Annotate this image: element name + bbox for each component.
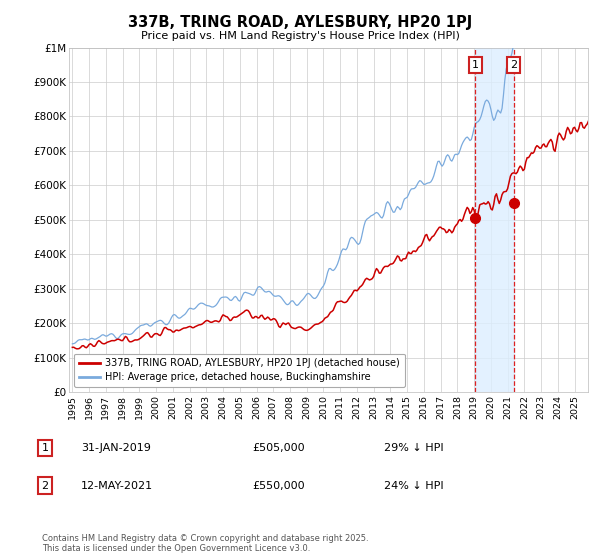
Bar [475,48,514,392]
Text: 31-JAN-2019: 31-JAN-2019 [81,443,151,453]
Text: 337B, TRING ROAD, AYLESBURY, HP20 1PJ: 337B, TRING ROAD, AYLESBURY, HP20 1PJ [128,15,472,30]
Text: 1: 1 [41,443,49,453]
Text: 24% ↓ HPI: 24% ↓ HPI [384,480,443,491]
Text: Contains HM Land Registry data © Crown copyright and database right 2025.
This d: Contains HM Land Registry data © Crown c… [42,534,368,553]
Text: 29% ↓ HPI: 29% ↓ HPI [384,443,443,453]
Text: £550,000: £550,000 [252,480,305,491]
Text: 1: 1 [472,60,479,70]
Text: 2: 2 [41,480,49,491]
Text: £505,000: £505,000 [252,443,305,453]
Text: 12-MAY-2021: 12-MAY-2021 [81,480,153,491]
Text: 2: 2 [510,60,517,70]
Legend: 337B, TRING ROAD, AYLESBURY, HP20 1PJ (detached house), HPI: Average price, deta: 337B, TRING ROAD, AYLESBURY, HP20 1PJ (d… [74,353,404,387]
Text: Price paid vs. HM Land Registry's House Price Index (HPI): Price paid vs. HM Land Registry's House … [140,31,460,41]
